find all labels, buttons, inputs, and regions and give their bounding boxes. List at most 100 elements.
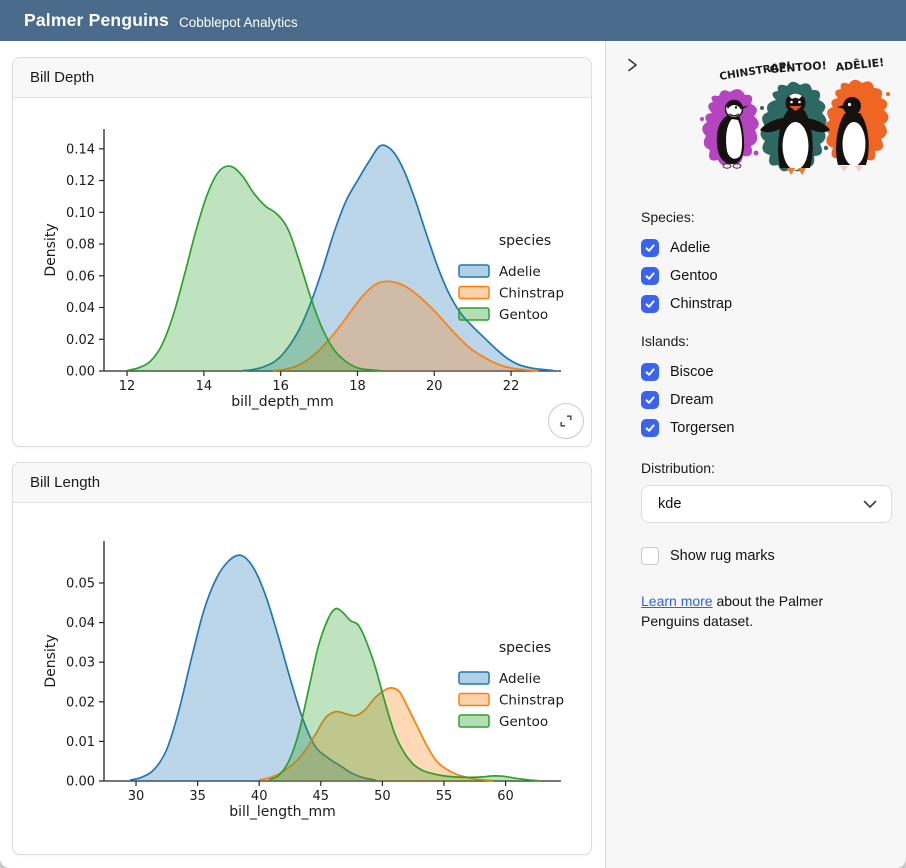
- checkbox-box[interactable]: [641, 419, 659, 437]
- svg-text:40: 40: [251, 789, 268, 804]
- checkmark-icon: [645, 300, 655, 308]
- splash-dot: [760, 106, 764, 110]
- content-area: Bill Depth 12 14 16 18 20 22 0.00 0.02 0.04 0.06 0…: [0, 41, 906, 868]
- svg-text:55: 55: [436, 789, 453, 804]
- svg-text:60: 60: [497, 789, 514, 804]
- bill-length-chart: 30 35 40 45 50 55 60 0.00 0.01 0.02 0.03 0.04 0.05 bi…: [43, 541, 564, 820]
- svg-text:Adelie: Adelie: [499, 264, 541, 280]
- svg-text:0.10: 0.10: [66, 206, 95, 221]
- checkbox-label: Torgersen: [670, 420, 735, 436]
- islands-checkbox-dream[interactable]: Dream: [641, 386, 892, 414]
- bill-length-card-body: 30 35 40 45 50 55 60 0.00 0.01 0.02 0.03 0.04 0.05 bi…: [13, 503, 591, 854]
- checkmark-icon: [645, 396, 655, 404]
- svg-text:0.04: 0.04: [66, 301, 95, 316]
- gentoo-penguin: [760, 93, 830, 175]
- chevron-right-icon: [628, 58, 637, 72]
- checkbox-box[interactable]: [641, 295, 659, 313]
- expand-card-button[interactable]: [548, 403, 584, 439]
- sidebar-controls: Species: Adelie Gentoo Chinstrap Islands: …: [641, 209, 892, 631]
- svg-text:0.08: 0.08: [66, 238, 95, 253]
- splash-dot: [700, 117, 704, 121]
- svg-text:0.12: 0.12: [66, 174, 95, 189]
- svg-text:45: 45: [313, 789, 330, 804]
- svg-text:0.02: 0.02: [66, 695, 95, 710]
- checkmark-icon: [645, 272, 655, 280]
- svg-text:0.01: 0.01: [66, 735, 95, 750]
- svg-text:Density: Density: [43, 634, 59, 687]
- bill-length-card: Bill Length 30 35 40 45 50 55 60 0.00 0.01 0.02 0.…: [12, 462, 592, 855]
- rug-checkbox-label: Show rug marks: [670, 548, 775, 564]
- bill-depth-card: Bill Depth 12 14 16 18 20 22 0.00 0.02 0.04 0.06 0…: [12, 57, 592, 447]
- bill-depth-card-title: Bill Depth: [30, 69, 95, 86]
- main-panel: Bill Depth 12 14 16 18 20 22 0.00 0.02 0.04 0.06 0…: [0, 41, 605, 868]
- artwork-label-adelie: ADĒLIE!: [835, 58, 885, 74]
- svg-text:12: 12: [119, 379, 136, 394]
- svg-text:0.05: 0.05: [66, 576, 95, 591]
- species-checkbox-group: Adelie Gentoo Chinstrap: [641, 234, 892, 318]
- checkmark-icon: [645, 244, 655, 252]
- distribution-select[interactable]: kde: [641, 485, 892, 523]
- species-checkbox-adelie[interactable]: Adelie: [641, 234, 892, 262]
- learn-more-text: Learn more about the Palmer Penguins dat…: [641, 591, 871, 631]
- checkbox-box[interactable]: [641, 391, 659, 409]
- checkmark-icon: [645, 424, 655, 432]
- svg-text:20: 20: [426, 379, 443, 394]
- checkbox-label: Dream: [670, 392, 714, 408]
- svg-text:0.02: 0.02: [66, 333, 95, 348]
- rug-checkbox-box[interactable]: [641, 547, 659, 565]
- svg-text:Gentoo: Gentoo: [499, 714, 548, 730]
- checkbox-label: Biscoe: [670, 364, 714, 380]
- svg-text:Gentoo: Gentoo: [499, 307, 548, 323]
- bill-length-card-header: Bill Length: [13, 463, 591, 503]
- bill-depth-chart: 12 14 16 18 20 22 0.00 0.02 0.04 0.06 0.08 0.10 0.12…: [43, 129, 564, 410]
- sidebar-collapse-button[interactable]: [621, 54, 643, 76]
- learn-more-link[interactable]: Learn more: [641, 593, 713, 609]
- islands-checkbox-torgersen[interactable]: Torgersen: [641, 414, 892, 442]
- svg-text:0.00: 0.00: [66, 775, 95, 790]
- app-title: Palmer Penguins: [24, 10, 169, 30]
- learn-more-rest: about the Palmer Penguins dataset.: [641, 593, 824, 629]
- adelie-penguin: [836, 97, 869, 172]
- splash-dot: [823, 145, 829, 151]
- app-subtitle: Cobblepot Analytics: [179, 14, 298, 30]
- svg-text:0.06: 0.06: [66, 269, 95, 284]
- penguin-artwork: CHINSTRAP! GENTOO! ADĒLIE!: [692, 56, 894, 187]
- species-checkbox-chinstrap[interactable]: Chinstrap: [641, 290, 892, 318]
- svg-text:18: 18: [349, 379, 366, 394]
- svg-text:Chinstrap: Chinstrap: [499, 693, 564, 709]
- checkmark-icon: [645, 368, 655, 376]
- checkbox-label: Adelie: [670, 240, 711, 256]
- penguin-artwork-image: CHINSTRAP! GENTOO! ADĒLIE!: [700, 56, 890, 175]
- artwork-label-gentoo: GENTOO!: [769, 59, 827, 76]
- bill-length-card-title: Bill Length: [30, 474, 101, 491]
- islands-checkbox-group: Biscoe Dream Torgersen: [641, 358, 892, 442]
- splash-dot: [753, 150, 759, 156]
- svg-text:Adelie: Adelie: [499, 671, 541, 687]
- svg-text:22: 22: [503, 379, 520, 394]
- checkbox-box[interactable]: [641, 267, 659, 285]
- islands-checkbox-biscoe[interactable]: Biscoe: [641, 358, 892, 386]
- chevron-down-icon: [863, 500, 877, 508]
- splash-dot: [886, 92, 890, 96]
- svg-text:0.00: 0.00: [66, 365, 95, 380]
- checkbox-box[interactable]: [641, 239, 659, 257]
- species-label: Species:: [641, 209, 695, 225]
- checkbox-box[interactable]: [641, 363, 659, 381]
- svg-text:Chinstrap: Chinstrap: [499, 286, 564, 302]
- show-rug-marks-checkbox[interactable]: Show rug marks: [641, 542, 892, 570]
- sidebar: CHINSTRAP! GENTOO! ADĒLIE! Species: Adel…: [605, 41, 906, 868]
- svg-text:35: 35: [189, 789, 206, 804]
- svg-text:species: species: [499, 233, 551, 249]
- checkbox-label: Chinstrap: [670, 296, 733, 312]
- svg-text:0.04: 0.04: [66, 616, 95, 631]
- svg-text:species: species: [499, 640, 551, 656]
- bill-depth-card-header: Bill Depth: [13, 58, 591, 98]
- svg-text:0.03: 0.03: [66, 656, 95, 671]
- expand-icon: [560, 415, 572, 427]
- svg-text:16: 16: [272, 379, 289, 394]
- checkbox-label: Gentoo: [670, 268, 718, 284]
- distribution-value: kde: [658, 496, 682, 512]
- svg-text:bill_depth_mm: bill_depth_mm: [231, 394, 334, 410]
- svg-text:0.14: 0.14: [66, 142, 95, 157]
- species-checkbox-gentoo[interactable]: Gentoo: [641, 262, 892, 290]
